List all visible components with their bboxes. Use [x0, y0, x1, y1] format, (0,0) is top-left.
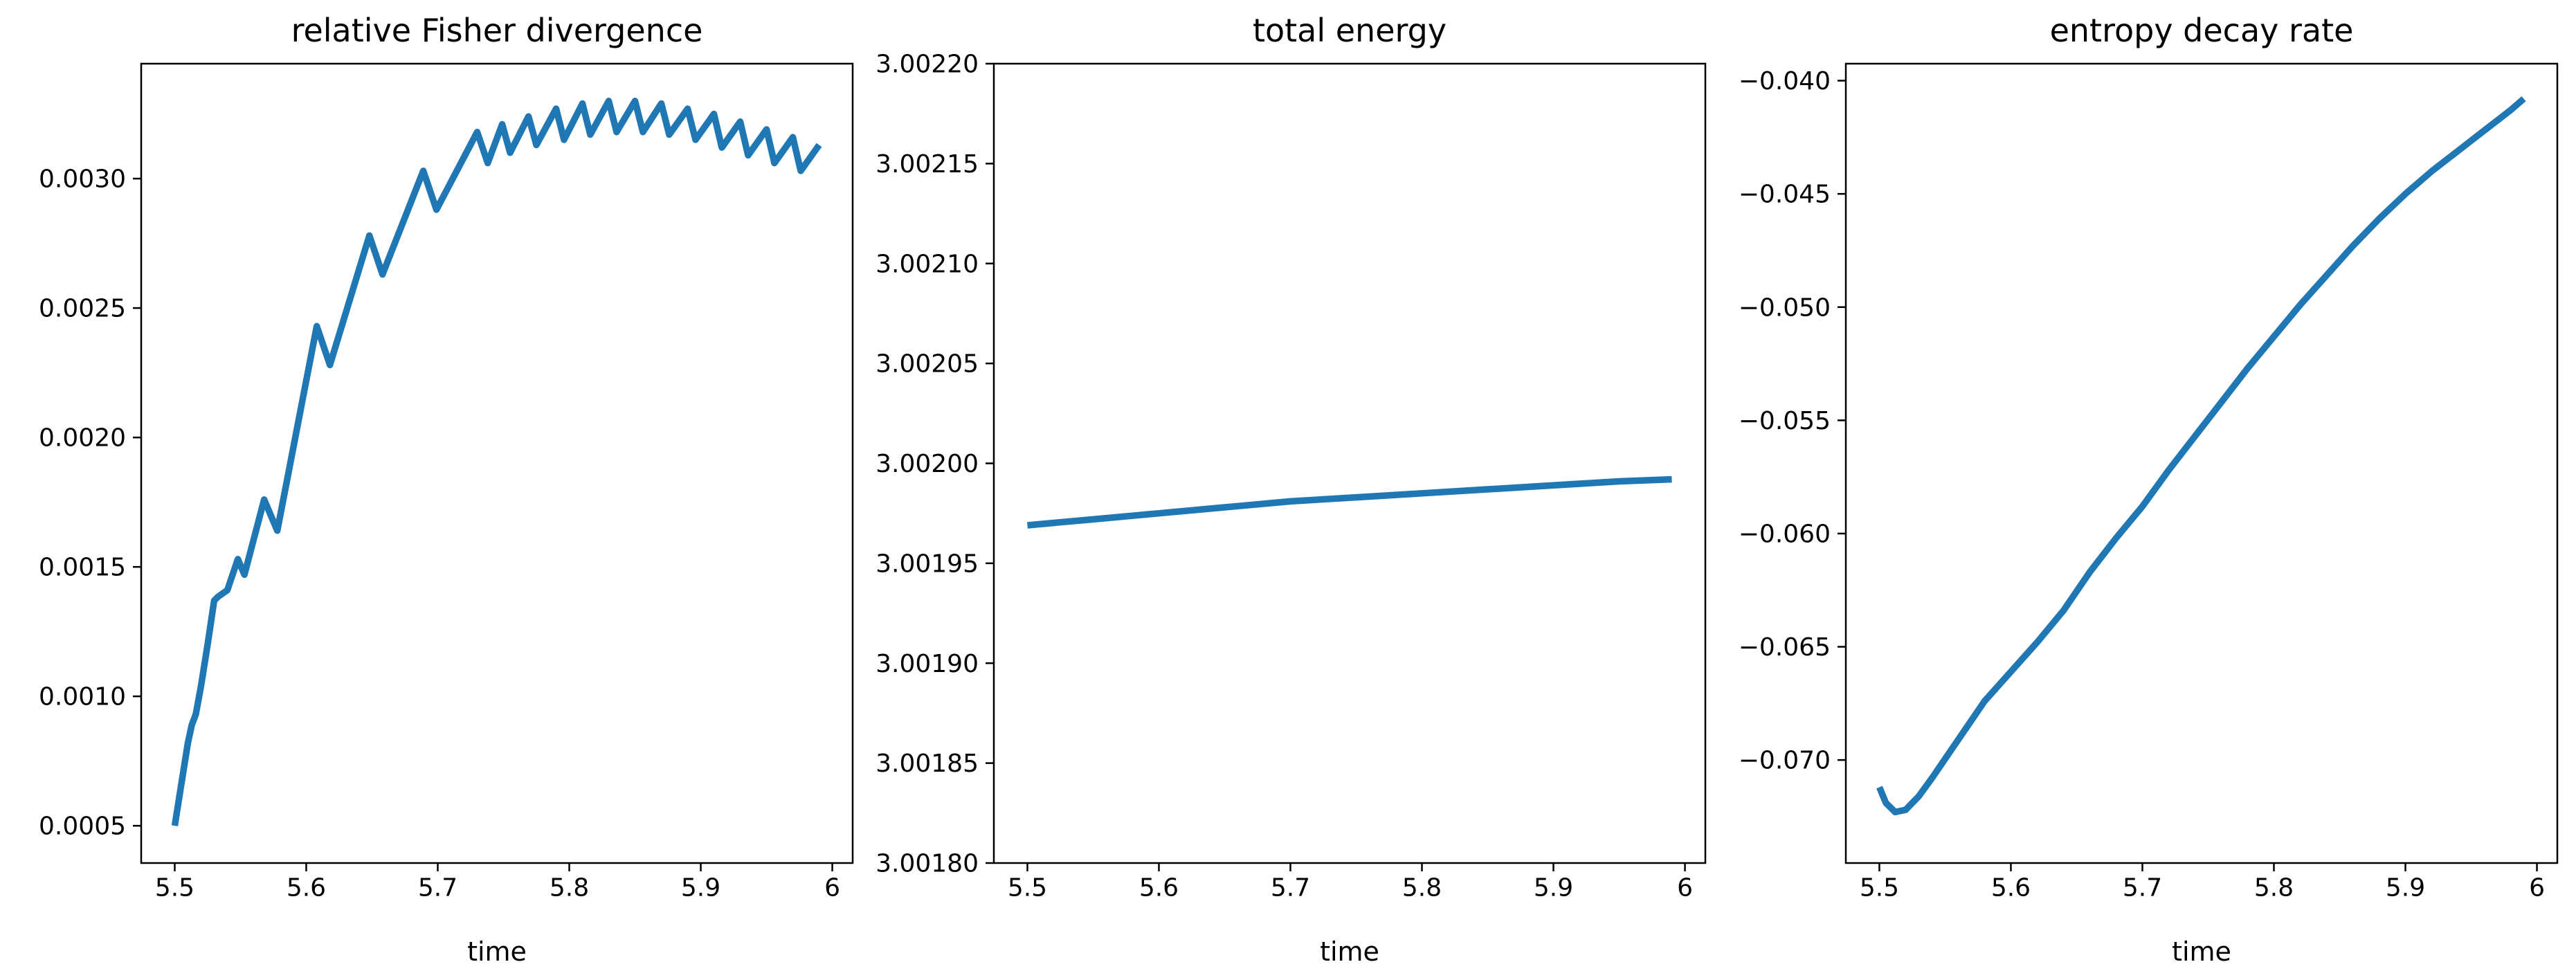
x-tick-label: 5.9 [681, 874, 720, 902]
axis-ticks: 5.5 5.6 5.7 5.8 5.9 6 −0.040 −0.045 −0.050 −0.055… [1739, 67, 2545, 902]
line-series [171, 98, 822, 826]
line-series [1876, 96, 2526, 816]
y-tick-label: 3.00195 [876, 550, 979, 578]
y-tick-label: 0.0025 [39, 295, 126, 323]
subplot-entropy-decay-rate: entropy decay rate 5.5 5.6 5.7 5.8 5.9 6 −0.04… [1739, 12, 2559, 967]
line-series [1027, 475, 1672, 529]
subplot-title: entropy decay rate [2050, 12, 2354, 49]
x-tick-label: 5.5 [1008, 874, 1047, 902]
x-tick-label: 5.8 [2254, 874, 2294, 902]
y-tick-label: −0.045 [1739, 181, 1831, 209]
x-tick-label: 5.7 [1271, 874, 1310, 902]
x-axis-label: time [467, 936, 527, 967]
y-tick-label: 3.00190 [876, 650, 979, 678]
y-tick-label: −0.065 [1739, 633, 1831, 662]
x-tick-label: 5.6 [287, 874, 326, 902]
axes-spines [1844, 62, 2559, 864]
y-tick-label: 0.0015 [39, 554, 126, 582]
y-tick-label: 3.00215 [876, 150, 979, 179]
y-tick-label: 3.00210 [876, 250, 979, 278]
subplot-title: relative Fisher divergence [291, 12, 703, 49]
y-tick-label: 0.0005 [39, 813, 126, 841]
y-tick-label: 3.00205 [876, 350, 979, 379]
x-tick-label: 6 [824, 874, 840, 902]
axis-ticks: 5.5 5.6 5.7 5.8 5.9 6 0.0005 0.0010 0.0015 0.0020… [39, 165, 840, 902]
x-tick-label: 5.8 [1402, 874, 1442, 902]
y-tick-label: 0.0030 [39, 165, 126, 194]
x-tick-label: 5.8 [550, 874, 589, 902]
y-tick-label: 3.00180 [876, 850, 979, 878]
y-tick-label: 0.0010 [39, 683, 126, 711]
x-tick-label: 5.5 [155, 874, 194, 902]
x-tick-label: 5.6 [1991, 874, 2031, 902]
y-tick-label: −0.050 [1739, 293, 1831, 322]
axes-frame [140, 62, 854, 864]
y-tick-label: 0.0020 [39, 424, 126, 453]
subplot-relative-fisher-divergence: relative Fisher divergence 5.5 5.6 5.7 5.8 5… [39, 12, 854, 967]
x-tick-label: 5.6 [1139, 874, 1179, 902]
x-tick-label: 5.7 [418, 874, 457, 902]
y-tick-label: 3.00200 [876, 450, 979, 478]
x-tick-label: 5.9 [1534, 874, 1573, 902]
axis-ticks: 5.5 5.6 5.7 5.8 5.9 6 3.00180 3.00185 3.00190 3.0… [876, 51, 1693, 902]
x-tick-label: 5.9 [2386, 874, 2425, 902]
x-axis-label: time [2172, 936, 2231, 967]
x-tick-label: 5.5 [1860, 874, 1899, 902]
axes-frame [1844, 62, 2559, 864]
y-tick-label: −0.055 [1739, 407, 1831, 435]
subplot-total-energy: total energy 5.5 5.6 5.7 5.8 5.9 6 3.00180 3.00… [876, 12, 1707, 967]
subplot-title: total energy [1253, 12, 1446, 49]
y-tick-label: −0.060 [1739, 520, 1831, 549]
x-tick-label: 6 [1677, 874, 1693, 902]
y-tick-label: −0.040 [1739, 67, 1831, 96]
axes-spines [992, 62, 1707, 864]
y-tick-label: 3.00220 [876, 51, 979, 79]
y-tick-label: 3.00185 [876, 750, 979, 778]
x-tick-label: 5.7 [2123, 874, 2162, 902]
x-axis-label: time [1320, 936, 1379, 967]
x-tick-label: 6 [2529, 874, 2545, 902]
axes-frame [992, 62, 1707, 864]
axes-spines [140, 62, 854, 864]
y-tick-label: −0.070 [1739, 747, 1831, 775]
